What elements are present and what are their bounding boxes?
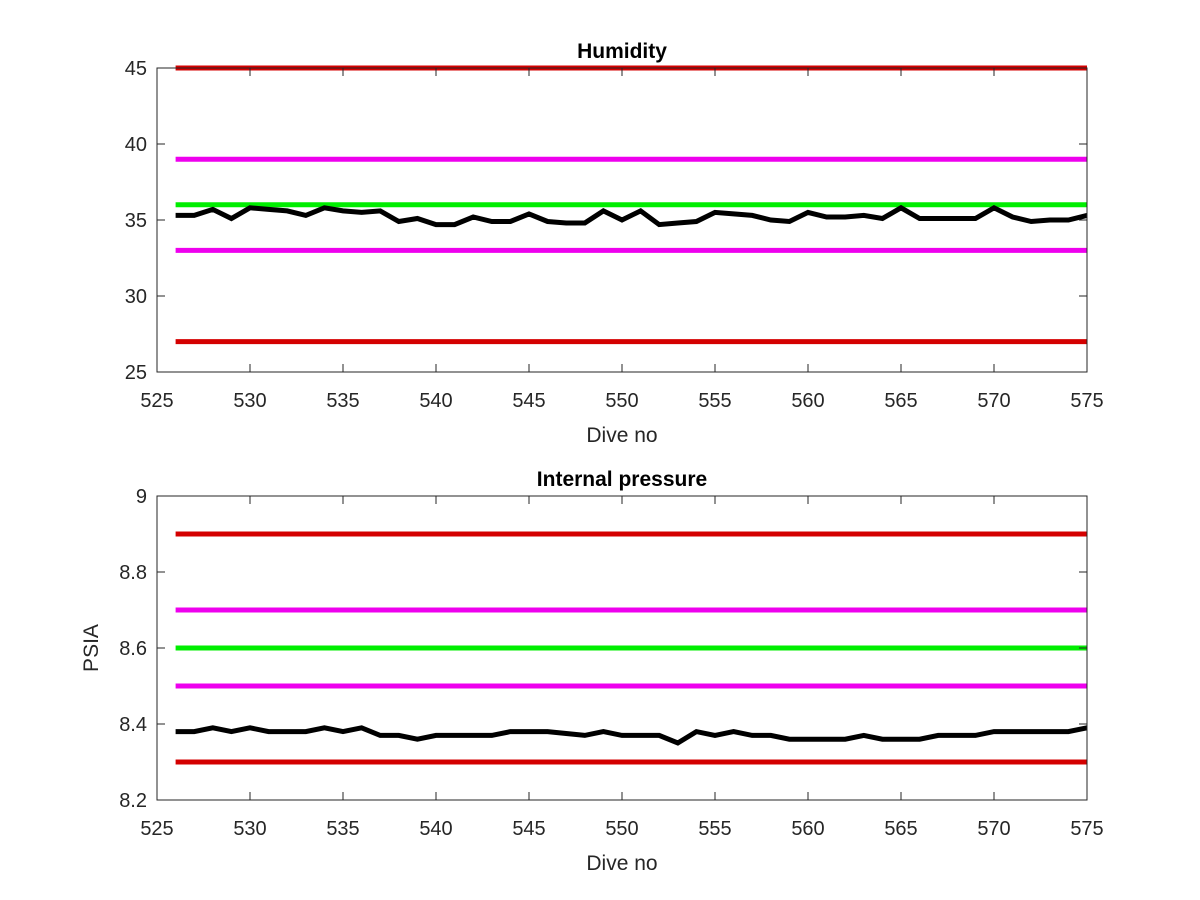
x-tick-label: 570	[977, 818, 1010, 840]
x-tick-label: 535	[326, 818, 359, 840]
x-tick-label: 550	[605, 818, 638, 840]
x-tick-label: 545	[512, 818, 545, 840]
humidity-chart: 525 530 535 540 545 550 555 560 565 570 575 25 30 35 4…	[125, 40, 1104, 447]
x-axis-label: Dive no	[586, 424, 657, 447]
y-tick-label: 8.6	[119, 638, 147, 660]
data-series-line-0	[175, 204, 1088, 228]
y-axis-label: PSIA	[80, 624, 103, 672]
x-tick-label: 560	[791, 818, 824, 840]
y-tick-label: 9	[136, 486, 147, 508]
x-tick-label: 555	[698, 390, 731, 412]
x-tick-label: 540	[419, 390, 452, 412]
x-tick-label: 560	[791, 390, 824, 412]
y-tick-label: 30	[125, 286, 147, 308]
x-tick-label: 535	[326, 390, 359, 412]
y-tick-label: 40	[125, 134, 147, 156]
x-axis-label: Dive no	[586, 852, 657, 875]
x-tick-label: 540	[419, 818, 452, 840]
y-tick-label: 8.4	[119, 714, 147, 736]
y-tick-label: 45	[125, 58, 147, 80]
chart-title-internal-pressure: Internal pressure	[537, 468, 707, 491]
x-tick-label: 575	[1070, 818, 1103, 840]
x-tick-label: 570	[977, 390, 1010, 412]
x-tick-label: 530	[233, 390, 266, 412]
x-tick-label: 575	[1070, 390, 1103, 412]
internal-pressure-chart: 525 530 535 540 545 550 555 560 565 570 575 8.2 8.4 8…	[80, 468, 1104, 875]
y-tick-label: 8.8	[119, 562, 147, 584]
y-tick-label: 35	[125, 210, 147, 232]
x-tick-label: 525	[140, 818, 173, 840]
y-tick-label: 8.2	[119, 790, 147, 812]
x-tick-label: 565	[884, 390, 917, 412]
x-tick-label: 550	[605, 390, 638, 412]
x-tick-label: 545	[512, 390, 545, 412]
x-tick-label: 555	[698, 818, 731, 840]
x-tick-label: 565	[884, 818, 917, 840]
data-series-line-0	[175, 725, 1088, 746]
chart-title-humidity: Humidity	[577, 40, 667, 63]
y-tick-label: 25	[125, 362, 147, 384]
x-tick-label: 525	[140, 390, 173, 412]
x-tick-label: 530	[233, 818, 266, 840]
